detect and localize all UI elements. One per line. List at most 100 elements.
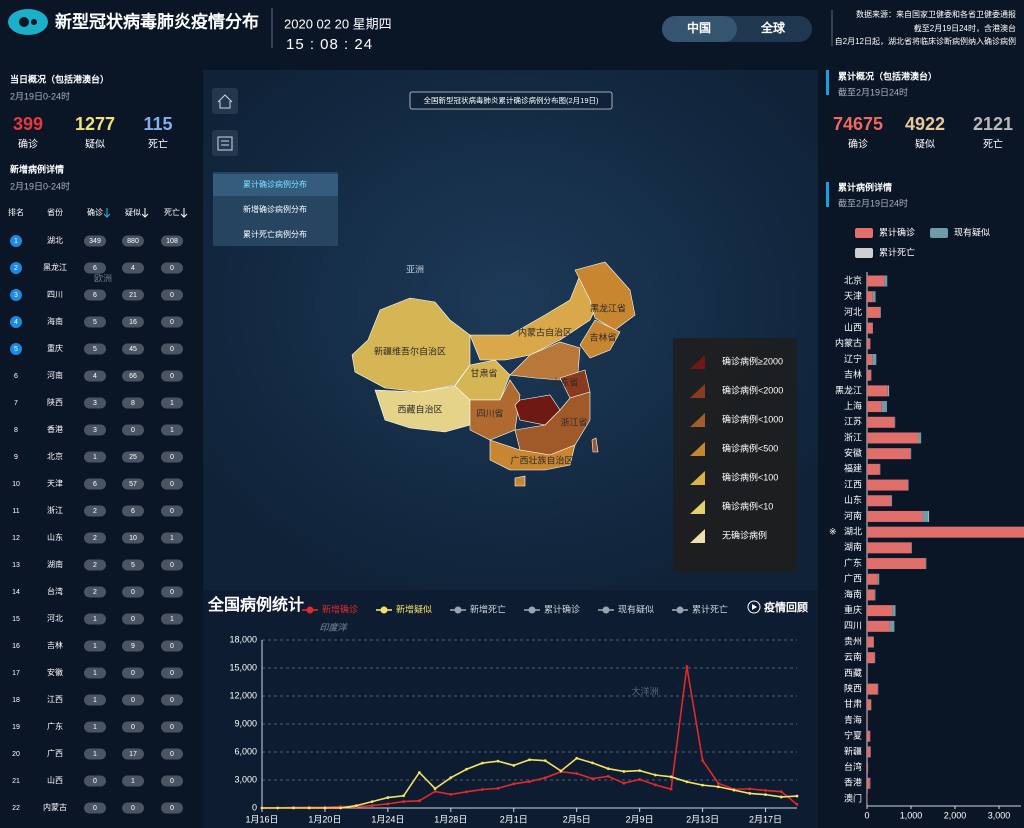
rank-badge — [10, 235, 22, 247]
y-tick-label: 广西 — [844, 573, 862, 584]
x-tick-label: 2月5日 — [563, 814, 591, 824]
rank: 12 — [12, 535, 20, 542]
point — [370, 804, 374, 807]
province: 内蒙古 — [43, 802, 67, 812]
count-pill — [122, 721, 144, 733]
point — [685, 665, 689, 668]
rank: 15 — [12, 616, 20, 623]
column-header[interactable]: 疑似 — [125, 207, 141, 217]
rank: 2 — [14, 265, 18, 272]
legend-swatch[interactable] — [855, 228, 873, 238]
count-pill — [84, 802, 106, 814]
count: 0 — [170, 373, 174, 380]
legend-dot[interactable] — [306, 606, 314, 614]
legend-label[interactable]: 现有疑似 — [618, 603, 654, 614]
count: 0 — [170, 724, 174, 731]
x-tick-label: 1月16日 — [245, 814, 278, 824]
legend-swatch — [690, 500, 705, 514]
legend-label[interactable]: 新增疑似 — [396, 603, 432, 614]
legend-label[interactable]: 新增死亡 — [470, 603, 506, 614]
legend-label: 确诊病例<2000 — [722, 384, 783, 395]
count-pill — [84, 478, 106, 490]
x-tick-label: 2月9日 — [626, 814, 654, 824]
legend-swatch[interactable] — [930, 228, 948, 238]
tab[interactable]: 中国 — [687, 20, 711, 35]
legend-label: 确诊病例≥2000 — [722, 355, 783, 366]
list-button[interactable] — [212, 130, 238, 156]
count-pill — [84, 532, 106, 544]
home-icon — [217, 94, 233, 109]
region — [351, 297, 471, 393]
count-pill — [122, 613, 144, 625]
legend-label[interactable]: 累计确诊 — [544, 603, 580, 614]
legend-dot[interactable] — [454, 606, 462, 614]
count-pill — [84, 586, 106, 598]
menu-item[interactable]: 累计死亡病例分布 — [243, 229, 307, 239]
y-tick-label: 贵州 — [844, 635, 862, 646]
region — [579, 319, 621, 359]
menu-item[interactable]: 新增确诊病例分布 — [243, 204, 307, 214]
bar-segment — [867, 479, 909, 491]
point — [575, 756, 579, 760]
point — [496, 786, 500, 790]
x-tick-label: 1,000 — [900, 810, 923, 820]
count-pill — [122, 667, 144, 679]
bar-segment — [867, 777, 870, 789]
y-tick-label: 江苏 — [844, 416, 862, 427]
replay-button[interactable]: 疫情回顾 — [764, 600, 808, 614]
stat-label: 疑似 — [85, 139, 105, 151]
point — [779, 790, 783, 794]
count: 1 — [93, 643, 97, 650]
count: 5 — [131, 562, 135, 569]
y-tick-label: 12,000 — [229, 690, 257, 700]
menu-item[interactable]: 累计确诊病例分布 — [243, 179, 307, 189]
count: 1 — [93, 724, 97, 731]
count-pill — [161, 694, 183, 706]
count-pill — [122, 694, 144, 706]
legend-label[interactable]: 累计确诊 — [879, 226, 915, 237]
tab[interactable]: 全球 — [760, 20, 786, 35]
legend-dot[interactable] — [676, 606, 684, 614]
count: 0 — [170, 778, 174, 785]
province: 山西 — [47, 775, 63, 785]
replay-icon[interactable] — [747, 600, 761, 614]
province: 广东 — [47, 721, 63, 731]
column-header[interactable]: 死亡 — [164, 207, 180, 217]
legend-dot[interactable] — [528, 606, 536, 614]
province: 广西 — [47, 748, 63, 758]
count: 1 — [131, 778, 135, 785]
point — [276, 806, 280, 810]
count: 6 — [93, 292, 97, 299]
rank: 4 — [14, 319, 18, 326]
count-pill — [122, 316, 144, 328]
legend-label[interactable]: 现有疑似 — [954, 226, 990, 237]
province: 安徽 — [47, 667, 63, 677]
section-title: 累计病例详情 — [838, 181, 892, 192]
legend-swatch — [690, 384, 705, 398]
legend-swatch[interactable] — [855, 248, 873, 258]
bar-segment — [867, 762, 869, 774]
map-label: 欧洲 — [94, 272, 112, 283]
x-tick-label: 1月24日 — [371, 814, 404, 824]
legend-label[interactable]: 累计死亡 — [692, 603, 728, 614]
count-pill — [122, 235, 144, 247]
rank: 13 — [12, 562, 20, 569]
count: 21 — [129, 292, 137, 299]
legend-dot[interactable] — [380, 606, 388, 614]
count: 1 — [93, 616, 97, 623]
point — [685, 780, 689, 784]
map-label: 新疆维吾尔自治区 — [374, 345, 446, 356]
y-tick-label: 四川 — [844, 621, 862, 631]
home-button[interactable] — [212, 88, 238, 114]
point — [480, 788, 484, 791]
count: 4 — [131, 265, 135, 272]
column-header[interactable]: 确诊 — [87, 207, 103, 217]
count: 1 — [170, 427, 174, 434]
legend-label[interactable]: 新增确诊 — [322, 603, 358, 614]
legend-dot[interactable] — [602, 606, 610, 614]
count-pill — [161, 289, 183, 301]
legend-label[interactable]: 累计死亡 — [879, 246, 915, 257]
count-pill — [84, 370, 106, 382]
point — [559, 769, 563, 773]
